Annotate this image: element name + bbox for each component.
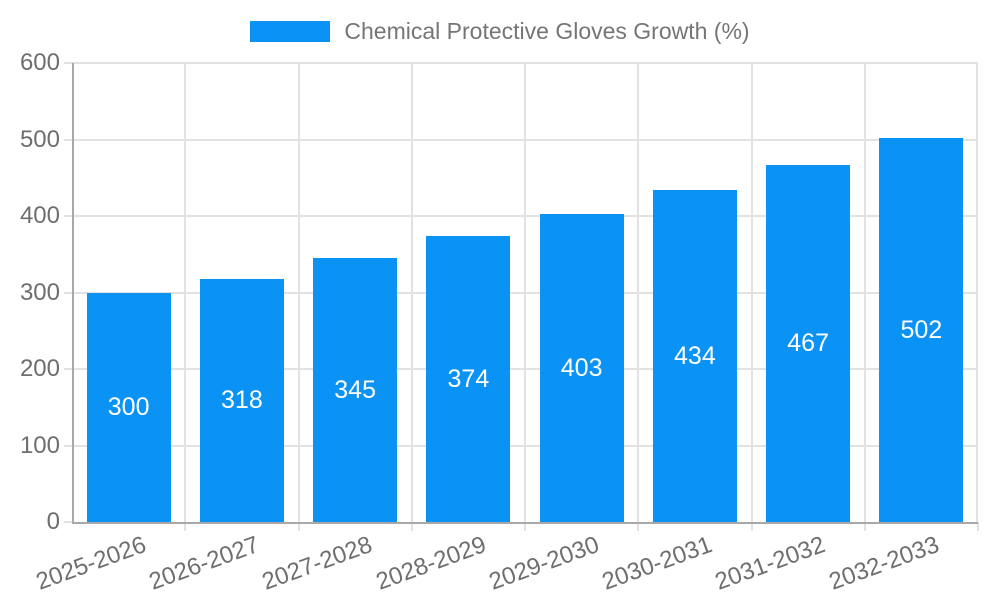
- y-tick-stub: [64, 521, 72, 523]
- legend-label: Chemical Protective Gloves Growth (%): [344, 18, 750, 44]
- x-axis-line: [72, 522, 978, 524]
- bar[interactable]: [879, 137, 964, 522]
- bar[interactable]: [86, 292, 171, 522]
- y-axis-line: [72, 63, 74, 522]
- bar[interactable]: [313, 258, 398, 522]
- y-tick-stub: [64, 368, 72, 370]
- gridline-v: [524, 63, 526, 522]
- x-category-label: 2031-2032: [711, 531, 830, 596]
- gridline-v: [750, 63, 753, 522]
- x-tick-stub: [297, 522, 300, 531]
- y-tick-label: 0: [46, 508, 60, 535]
- x-tick-stub: [524, 522, 526, 531]
- gridline-v: [410, 63, 413, 522]
- y-tick-stub: [64, 444, 72, 447]
- x-tick-stub: [637, 522, 640, 531]
- legend: Chemical Protective Gloves Growth (%): [0, 20, 1000, 43]
- y-tick-label: 600: [19, 49, 60, 76]
- y-tick-label: 200: [19, 355, 60, 382]
- bar[interactable]: [652, 189, 737, 522]
- x-category-label: 2028-2029: [372, 531, 490, 596]
- gridline-v: [863, 63, 866, 522]
- y-tick-stub: [64, 62, 72, 64]
- bar[interactable]: [539, 213, 624, 522]
- legend-swatch: [250, 21, 331, 42]
- gridline-v: [637, 63, 640, 522]
- y-tick-stub: [64, 138, 72, 141]
- x-category-label: 2025-2026: [32, 531, 150, 596]
- y-tick-label: 300: [19, 278, 60, 306]
- y-tick-stub: [64, 291, 72, 294]
- y-tick-stub: [64, 215, 72, 217]
- gridline-v: [976, 63, 978, 522]
- x-category-label: 2030-2031: [598, 531, 716, 596]
- y-tick-label: 100: [19, 431, 60, 459]
- x-category-label: 2029-2030: [485, 531, 603, 596]
- y-tick-label: 500: [19, 125, 60, 153]
- x-category-label: 2026-2027: [145, 531, 263, 596]
- x-category-label: 2027-2028: [258, 531, 377, 596]
- x-tick-stub: [410, 522, 413, 531]
- x-tick-stub: [750, 522, 753, 531]
- bar[interactable]: [426, 235, 511, 522]
- bar[interactable]: [766, 164, 851, 522]
- x-category-label: 2032-2033: [825, 531, 943, 596]
- y-tick-label: 400: [19, 202, 60, 229]
- bar[interactable]: [199, 278, 284, 522]
- plot-area: 300 318 345 374 403 434 467 502: [72, 62, 978, 524]
- gridline-v: [184, 63, 187, 522]
- x-tick-stub: [184, 522, 187, 531]
- x-tick-stub: [977, 522, 979, 531]
- gridline-v: [297, 63, 300, 522]
- x-tick-stub: [863, 522, 866, 531]
